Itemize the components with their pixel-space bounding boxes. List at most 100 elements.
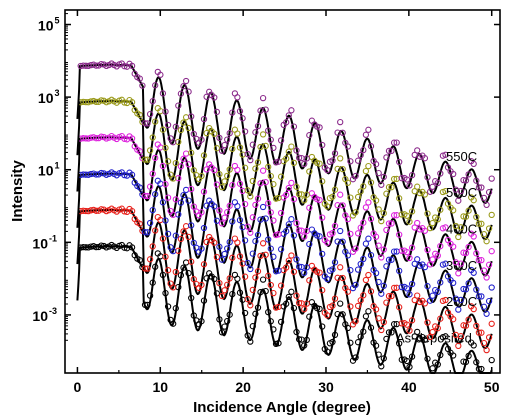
data-point — [485, 334, 493, 341]
data-point — [403, 357, 411, 365]
data-point — [337, 227, 344, 235]
data-point — [303, 155, 310, 162]
data-point — [149, 243, 156, 250]
data-point — [426, 261, 434, 268]
data-point — [303, 191, 310, 198]
data-point — [378, 290, 385, 297]
data-point — [378, 181, 385, 188]
data-point — [211, 239, 218, 246]
data-point — [295, 336, 303, 343]
data-point — [249, 141, 256, 148]
data-point — [488, 284, 495, 291]
data-point — [344, 324, 352, 332]
data-point — [344, 288, 352, 295]
data-point — [213, 181, 221, 188]
data-point — [164, 303, 172, 310]
data-point — [324, 166, 331, 174]
data-point — [319, 323, 326, 330]
data-point — [462, 286, 470, 293]
data-point — [483, 238, 490, 245]
data-point — [121, 171, 128, 179]
data-point — [352, 245, 359, 252]
data-point — [190, 312, 197, 319]
data-point — [244, 187, 251, 194]
data-point — [354, 157, 362, 164]
data-point — [475, 256, 483, 264]
data-point — [460, 285, 467, 293]
data-point — [367, 251, 375, 259]
x-tick-label: 30 — [318, 379, 334, 395]
data-point — [301, 160, 308, 168]
data-point — [267, 172, 274, 180]
data-point — [455, 306, 462, 313]
data-point — [198, 281, 205, 289]
data-point — [136, 148, 143, 155]
data-point — [324, 203, 331, 210]
data-point — [483, 346, 490, 354]
data-point — [403, 212, 411, 219]
data-point — [136, 220, 143, 227]
data-point — [375, 206, 382, 213]
data-point — [385, 184, 393, 191]
data-point — [316, 269, 323, 276]
data-point — [408, 171, 416, 179]
data-point — [319, 287, 326, 294]
data-point — [170, 175, 177, 182]
data-point — [378, 217, 385, 225]
data-point — [172, 196, 179, 203]
data-point — [275, 158, 282, 165]
data-point — [221, 287, 228, 294]
data-point — [190, 167, 197, 174]
data-point — [283, 228, 290, 235]
data-point — [144, 156, 151, 163]
data-point — [347, 339, 354, 346]
data-point — [277, 282, 285, 289]
data-point — [455, 270, 462, 277]
data-point — [159, 162, 167, 170]
data-point — [198, 209, 205, 216]
data-point — [170, 211, 177, 218]
data-point — [216, 207, 223, 214]
data-point — [265, 163, 272, 171]
data-point — [324, 348, 331, 355]
data-point — [141, 156, 149, 163]
data-point — [303, 300, 310, 307]
data-point — [388, 147, 395, 155]
data-point — [483, 201, 490, 209]
data-point — [198, 136, 205, 143]
data-point — [247, 156, 254, 164]
data-point — [121, 135, 128, 142]
data-point — [229, 145, 236, 153]
data-point — [462, 249, 470, 257]
data-point — [450, 316, 457, 323]
data-point — [229, 290, 236, 298]
data-point — [141, 265, 149, 272]
data-point — [162, 144, 169, 152]
data-point — [216, 316, 223, 323]
data-point — [259, 203, 267, 211]
data-point — [408, 317, 416, 324]
data-point — [152, 227, 159, 234]
data-point — [262, 215, 269, 222]
data-point — [426, 188, 434, 195]
data-point — [308, 299, 316, 306]
data-point — [185, 124, 192, 132]
data-point — [362, 167, 370, 175]
data-point — [388, 292, 395, 300]
data-point — [339, 129, 346, 136]
data-point — [275, 303, 282, 311]
data-point — [306, 277, 313, 284]
data-point — [354, 230, 362, 237]
x-axis-title: Incidence Angle (degree) — [193, 399, 371, 416]
data-point — [462, 177, 470, 184]
data-point — [262, 106, 269, 113]
data-point — [362, 204, 370, 211]
data-point — [254, 122, 262, 130]
data-point — [170, 139, 177, 146]
data-point — [136, 184, 143, 191]
data-point — [267, 318, 274, 325]
data-point — [285, 184, 292, 192]
data-point — [275, 267, 282, 274]
data-point — [244, 296, 251, 303]
data-point — [277, 209, 285, 217]
